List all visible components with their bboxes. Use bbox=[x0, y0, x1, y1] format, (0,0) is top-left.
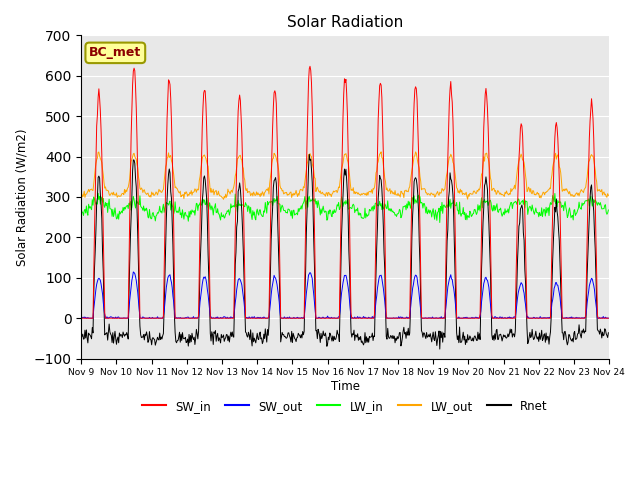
LW_out bbox=[378, 149, 385, 155]
SW_in bbox=[425, 315, 433, 321]
Rnet bbox=[410, 199, 417, 204]
Rnet bbox=[436, 346, 444, 352]
SW_out bbox=[196, 299, 204, 305]
LW_out bbox=[605, 192, 612, 198]
SW_out bbox=[129, 269, 137, 275]
Rnet bbox=[77, 333, 85, 339]
Title: Solar Radiation: Solar Radiation bbox=[287, 15, 403, 30]
Rnet bbox=[141, 331, 149, 337]
Rnet bbox=[605, 330, 612, 336]
LW_in bbox=[223, 208, 231, 214]
Line: LW_out: LW_out bbox=[81, 152, 609, 199]
SW_out bbox=[605, 315, 612, 321]
LW_out bbox=[195, 187, 202, 192]
Rnet bbox=[425, 332, 433, 337]
LW_in bbox=[195, 202, 203, 208]
LW_in bbox=[410, 201, 417, 207]
LW_out bbox=[223, 192, 231, 198]
LW_in bbox=[87, 205, 95, 211]
LW_out bbox=[87, 187, 95, 192]
Text: BC_met: BC_met bbox=[89, 47, 141, 60]
Rnet bbox=[87, 334, 95, 339]
SW_out bbox=[143, 315, 150, 321]
Line: SW_in: SW_in bbox=[81, 66, 609, 318]
SW_in bbox=[605, 315, 612, 321]
SW_out bbox=[410, 276, 418, 282]
LW_in bbox=[77, 206, 85, 212]
LW_in bbox=[94, 191, 102, 196]
LW_out bbox=[77, 191, 85, 196]
SW_in bbox=[306, 63, 314, 69]
Line: Rnet: Rnet bbox=[81, 155, 609, 349]
X-axis label: Time: Time bbox=[331, 380, 360, 393]
SW_in bbox=[141, 315, 149, 321]
SW_in bbox=[87, 315, 95, 321]
SW_in bbox=[223, 315, 230, 321]
Rnet bbox=[223, 332, 230, 337]
LW_in bbox=[425, 207, 433, 213]
LW_in bbox=[142, 208, 150, 214]
SW_out bbox=[224, 315, 232, 321]
SW_in bbox=[410, 122, 417, 128]
LW_out bbox=[410, 154, 418, 159]
LW_out bbox=[141, 190, 149, 195]
Line: LW_in: LW_in bbox=[81, 193, 609, 223]
SW_out bbox=[88, 315, 95, 321]
LW_out bbox=[426, 192, 433, 198]
Rnet bbox=[195, 329, 202, 335]
Line: SW_out: SW_out bbox=[81, 272, 609, 318]
Legend: SW_in, SW_out, LW_in, LW_out, Rnet: SW_in, SW_out, LW_in, LW_out, Rnet bbox=[138, 395, 553, 417]
LW_in bbox=[605, 207, 612, 213]
SW_out bbox=[81, 315, 89, 321]
Rnet bbox=[305, 152, 313, 157]
SW_out bbox=[77, 313, 85, 319]
LW_out bbox=[220, 196, 227, 202]
Y-axis label: Solar Radiation (W/m2): Solar Radiation (W/m2) bbox=[15, 128, 28, 266]
LW_in bbox=[436, 220, 444, 226]
SW_in bbox=[77, 315, 85, 321]
SW_out bbox=[426, 315, 433, 321]
SW_in bbox=[195, 313, 202, 319]
